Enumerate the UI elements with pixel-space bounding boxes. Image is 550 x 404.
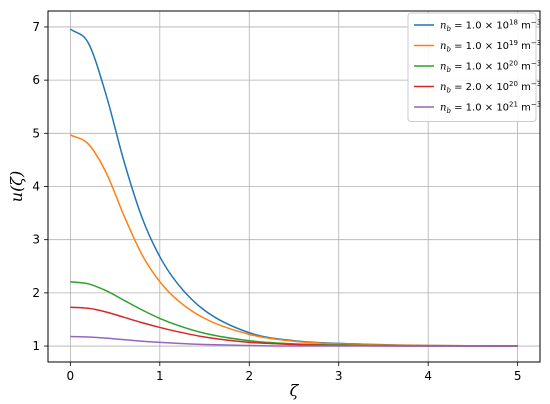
legend-entry-4: nb = 2.0 × 1020 m−3 <box>440 80 541 95</box>
y-tick-label: 3 <box>32 233 40 247</box>
y-tick-label: 1 <box>32 339 40 353</box>
axis-ticks: 0 1 2 3 4 5 1 2 3 4 5 6 7 <box>32 20 521 383</box>
grid <box>48 11 540 362</box>
legend-entry-2: nb = 1.0 × 1019 m−3 <box>440 39 541 54</box>
x-tick-label: 4 <box>424 369 432 383</box>
y-tick-label: 5 <box>32 126 40 140</box>
x-tick-label: 0 <box>67 369 75 383</box>
y-tick-label: 6 <box>32 73 40 87</box>
legend-entry-1: nb = 1.0 × 1018 m−3 <box>440 19 541 34</box>
series-line-2 <box>70 134 518 347</box>
x-tick-label: 5 <box>514 369 522 383</box>
x-tick-label: 1 <box>156 369 164 383</box>
y-tick-label: 7 <box>32 20 40 34</box>
y-axis-label: u(ζ) <box>7 171 26 202</box>
legend-entry-3: nb = 1.0 × 1020 m−3 <box>440 60 541 75</box>
x-axis-label: ζ <box>290 381 300 400</box>
series-line-5 <box>70 335 518 347</box>
x-tick-label: 2 <box>245 369 253 383</box>
x-tick-label: 3 <box>335 369 343 383</box>
y-tick-label: 2 <box>32 286 40 300</box>
legend-box <box>407 12 537 122</box>
legend: nb = 1.0 × 1018 m−3 nb = 1.0 × 1019 m−3 nb… <box>407 12 541 122</box>
legend-entry-5: nb = 1.0 × 1021 m−3 <box>440 101 541 116</box>
series-lines <box>69 28 518 347</box>
y-tick-label: 4 <box>32 180 40 194</box>
